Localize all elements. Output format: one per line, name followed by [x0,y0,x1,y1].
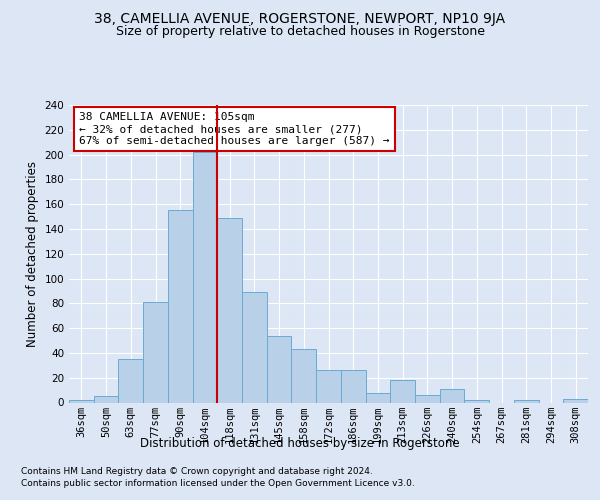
Bar [267,336,292,402]
Text: 38, CAMELLIA AVENUE, ROGERSTONE, NEWPORT, NP10 9JA: 38, CAMELLIA AVENUE, ROGERSTONE, NEWPORT… [94,12,506,26]
Bar [365,392,390,402]
Bar [440,389,464,402]
Bar [514,400,539,402]
Bar [341,370,365,402]
Bar [563,399,588,402]
Text: Contains public sector information licensed under the Open Government Licence v3: Contains public sector information licen… [21,479,415,488]
Text: Distribution of detached houses by size in Rogerstone: Distribution of detached houses by size … [140,438,460,450]
Text: 38 CAMELLIA AVENUE: 105sqm
← 32% of detached houses are smaller (277)
67% of sem: 38 CAMELLIA AVENUE: 105sqm ← 32% of deta… [79,112,390,146]
Bar [193,152,217,403]
Bar [118,359,143,403]
Bar [242,292,267,403]
Bar [94,396,118,402]
Bar [292,349,316,403]
Bar [168,210,193,402]
Bar [464,400,489,402]
Bar [390,380,415,402]
Bar [217,218,242,402]
Text: Contains HM Land Registry data © Crown copyright and database right 2024.: Contains HM Land Registry data © Crown c… [21,468,373,476]
Text: Size of property relative to detached houses in Rogerstone: Size of property relative to detached ho… [115,25,485,38]
Bar [143,302,168,402]
Bar [316,370,341,402]
Bar [69,400,94,402]
Bar [415,395,440,402]
Y-axis label: Number of detached properties: Number of detached properties [26,161,39,347]
